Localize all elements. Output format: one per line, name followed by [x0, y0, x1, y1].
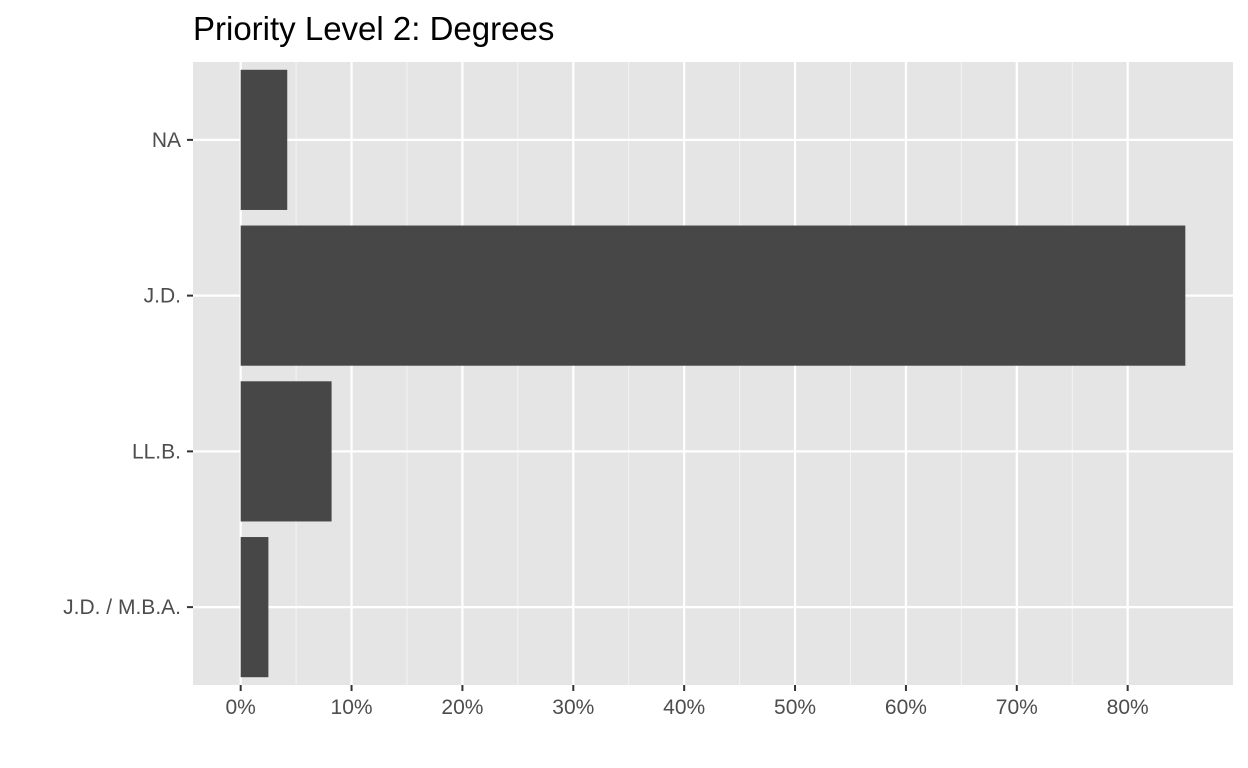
y-tick-label: NA: [152, 129, 181, 152]
x-tick-label: 50%: [774, 696, 816, 719]
x-tick-label: 40%: [663, 696, 705, 719]
x-tick-label: 60%: [885, 696, 927, 719]
y-tick-label: J.D.: [144, 285, 181, 308]
minor-gridlines: [295, 62, 1073, 685]
chart-title: Priority Level 2: Degrees: [193, 10, 554, 47]
x-tick-label: 10%: [331, 696, 373, 719]
bar: [240, 381, 332, 522]
x-tick-label: 0%: [225, 696, 255, 719]
bar: [240, 537, 269, 678]
bar: [240, 69, 288, 210]
x-tick-label: 80%: [1107, 696, 1149, 719]
x-axis: 0% 10% 20% 30% 40% 50% 60% 70% 80%: [225, 685, 1149, 719]
bar: [240, 225, 1186, 366]
x-tick-label: 20%: [441, 696, 483, 719]
y-tick-label: J.D. / M.B.A.: [63, 596, 181, 619]
bars: [240, 69, 1186, 678]
x-tick-label: 30%: [552, 696, 594, 719]
plot-panel: [193, 62, 1233, 685]
y-axis: NA J.D. LL.B. J.D. / M.B.A.: [63, 129, 193, 619]
y-tick-label: LL.B.: [132, 440, 181, 463]
x-tick-label: 70%: [996, 696, 1038, 719]
